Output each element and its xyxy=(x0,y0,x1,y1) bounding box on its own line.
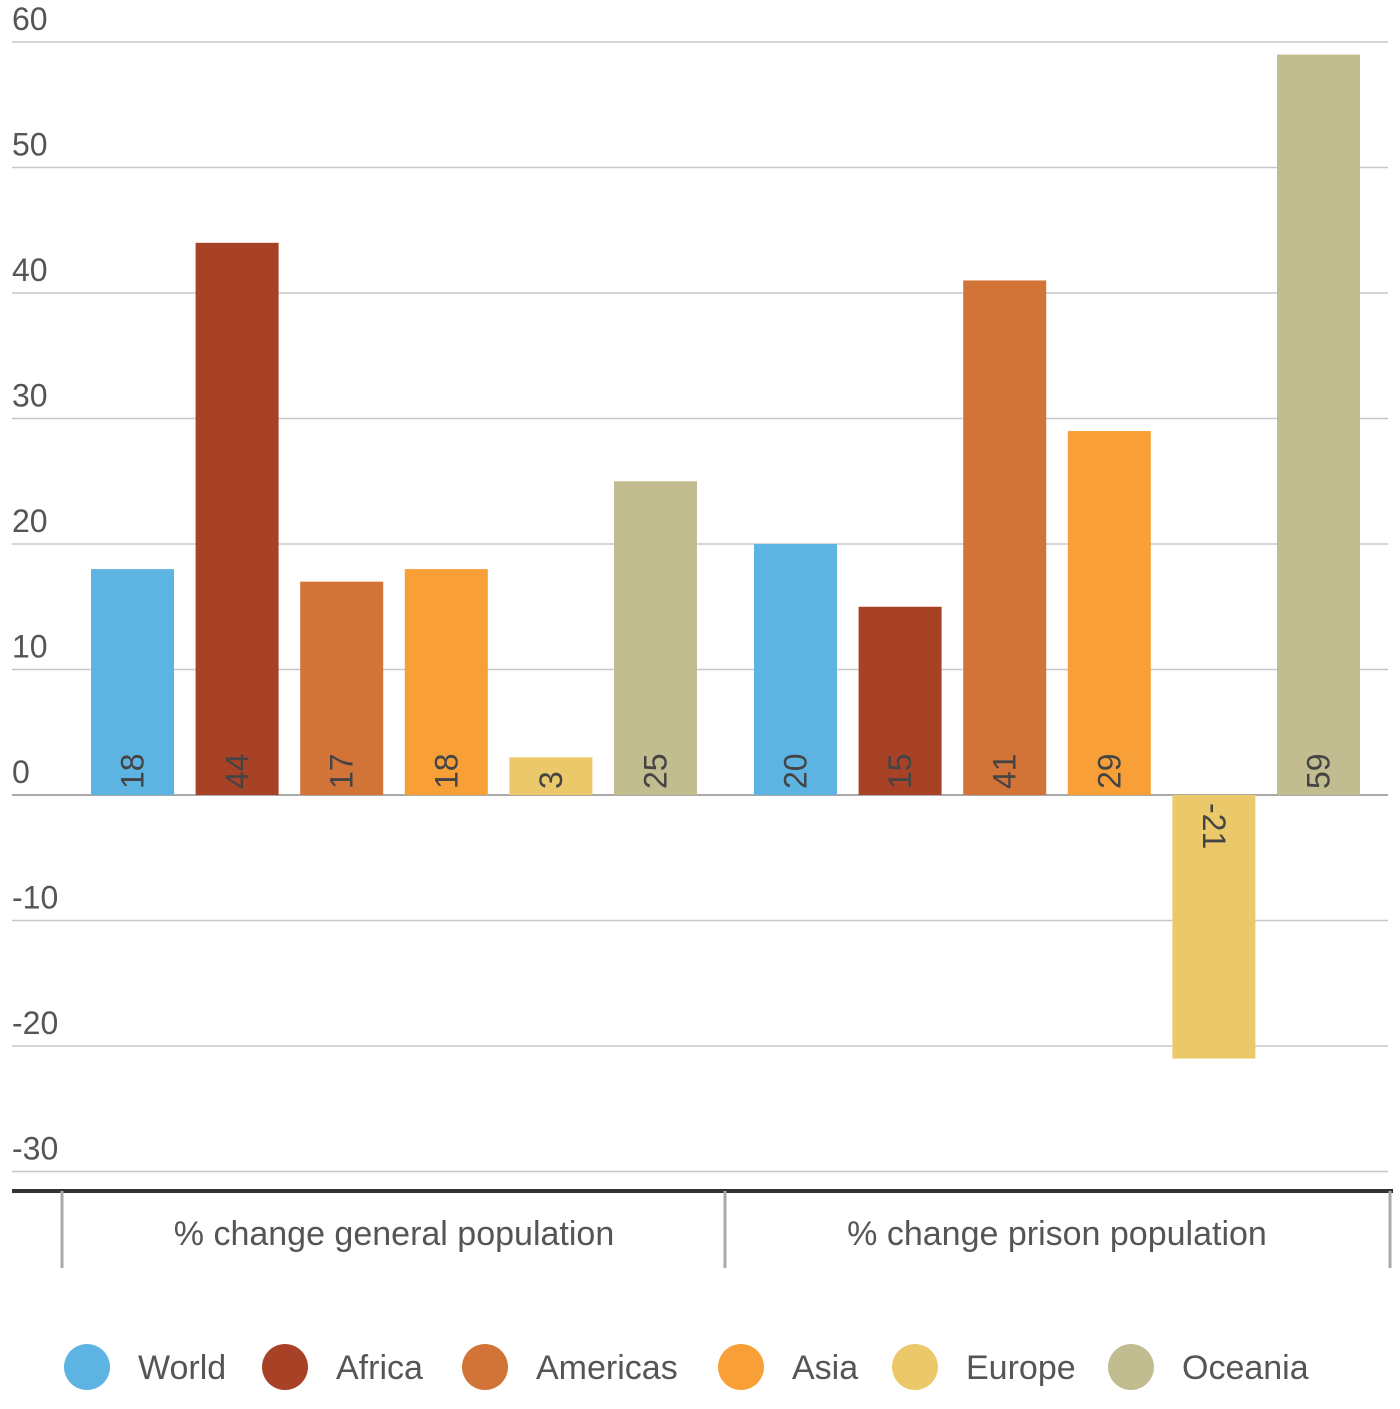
legend: World Africa Americas Asia Europe Oceania xyxy=(64,1344,1309,1390)
bar-world xyxy=(754,544,837,795)
bar-value-label: 41 xyxy=(987,753,1023,789)
bar-europe xyxy=(1172,795,1256,1059)
y-tick-label: 30 xyxy=(12,378,48,414)
bar-value-labels: 18 20 44 15 17 41 18 29 3 -21 25 59 xyxy=(115,753,1337,849)
bar-value-label: 18 xyxy=(428,753,464,789)
y-tick-label: 60 xyxy=(12,1,48,37)
legend-swatch-world xyxy=(64,1344,110,1390)
y-tick-label: 20 xyxy=(12,503,48,539)
bar-value-label: 20 xyxy=(778,753,814,789)
bar-value-label: 18 xyxy=(115,753,151,789)
x-category-label: % change general population xyxy=(174,1215,614,1253)
x-category-label: % change prison population xyxy=(847,1215,1267,1253)
legend-label-oceania: Oceania xyxy=(1182,1349,1309,1387)
bar-value-label: 17 xyxy=(324,753,360,789)
x-axis: % change general population % change pris… xyxy=(12,1189,1393,1268)
bar-oceania xyxy=(1277,54,1360,796)
y-tick-label: -30 xyxy=(12,1131,58,1167)
legend-swatch-europe xyxy=(892,1344,938,1390)
y-tick-label: 40 xyxy=(12,252,48,288)
bar-asia xyxy=(404,569,488,795)
legend-label-world: World xyxy=(138,1349,226,1387)
legend-swatch-africa xyxy=(262,1344,308,1390)
y-tick-label: 0 xyxy=(12,754,30,790)
legend-swatch-americas xyxy=(462,1344,508,1390)
y-tick-label: 50 xyxy=(12,127,48,163)
legend-label-africa: Africa xyxy=(336,1349,423,1387)
bar-value-label: 25 xyxy=(638,753,674,789)
bar-value-label: 44 xyxy=(219,753,255,789)
legend-swatch-asia xyxy=(718,1344,764,1390)
bar-americas xyxy=(300,581,384,795)
bar-asia xyxy=(1067,431,1151,795)
bar-americas xyxy=(963,280,1047,795)
bar-value-label: -21 xyxy=(1196,803,1232,849)
bar-value-label: 15 xyxy=(882,753,918,789)
bars xyxy=(91,54,1360,1059)
bar-world xyxy=(91,569,174,795)
bar-europe xyxy=(509,757,593,795)
y-axis-ticks: 60 50 40 30 20 10 0 -10 -20 -30 xyxy=(12,1,58,1167)
legend-label-americas: Americas xyxy=(536,1349,678,1387)
legend-swatch-oceania xyxy=(1108,1344,1154,1390)
bar-oceania xyxy=(614,481,697,795)
bar-value-label: 29 xyxy=(1091,753,1127,789)
bar-value-label: 3 xyxy=(533,771,569,789)
y-tick-label: -20 xyxy=(12,1005,58,1041)
bar-value-label: 59 xyxy=(1301,753,1337,789)
y-tick-label: 10 xyxy=(12,629,48,665)
y-tick-label: -10 xyxy=(12,880,58,916)
legend-label-asia: Asia xyxy=(792,1349,858,1387)
bar-africa xyxy=(858,606,942,795)
bar-africa xyxy=(195,242,279,796)
legend-label-europe: Europe xyxy=(966,1349,1076,1387)
